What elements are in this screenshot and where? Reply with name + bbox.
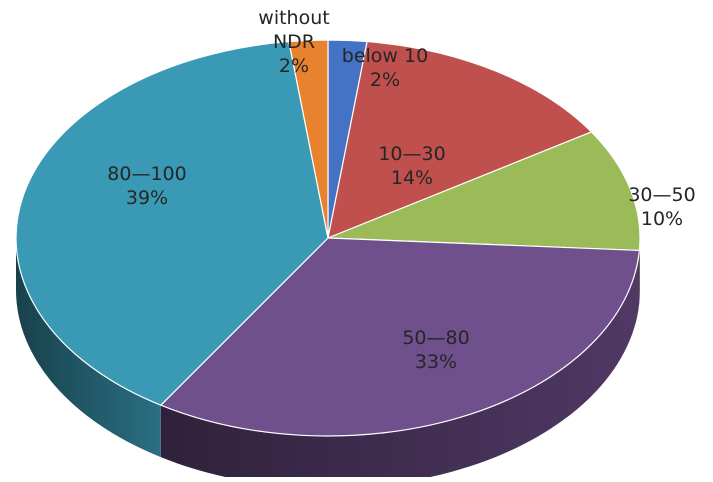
- category-label-10-30: 10—30: [378, 143, 445, 165]
- percent-label-below-10: 2%: [370, 69, 400, 91]
- percent-label-50-80: 33%: [415, 351, 457, 373]
- category-label-without-ndr: without: [258, 7, 329, 29]
- percent-label-30-50: 10%: [641, 208, 683, 230]
- data-label-10-30: 10—30 14%: [378, 143, 445, 189]
- pie-labels-layer: below 10 2%10—30 14%30—50 10%50—80 33%80—100…: [107, 7, 695, 373]
- category-label-50-80: 50—80: [402, 327, 469, 349]
- data-label-below-10: below 10 2%: [342, 45, 428, 91]
- percent-label-without-ndr: 2%: [279, 55, 309, 77]
- data-label-80-100: 80—100 39%: [107, 163, 186, 209]
- data-label-without-ndr: without NDR 2%: [258, 7, 329, 77]
- pie-slice-10-30: [327, 40, 593, 239]
- pie-side-50-80: [160, 250, 640, 482]
- pie-slice-without-ndr: [288, 39, 329, 239]
- category-label-30-50: 30—50: [628, 184, 695, 206]
- pie-slice-50-80: [160, 237, 640, 437]
- pie-slice-30-50: [327, 131, 641, 252]
- category-label-without-ndr: NDR: [273, 31, 315, 53]
- pie-top-layer: [15, 39, 641, 437]
- percent-label-80-100: 39%: [126, 187, 168, 209]
- pie-slice-80-100: [15, 40, 329, 406]
- category-label-below-10: below 10: [342, 45, 428, 67]
- category-label-80-100: 80—100: [107, 163, 186, 185]
- pie-side-80-100: [16, 238, 161, 458]
- percent-label-10-30: 14%: [391, 167, 433, 189]
- data-label-30-50: 30—50 10%: [628, 184, 695, 230]
- data-label-50-80: 50—80 33%: [402, 327, 469, 373]
